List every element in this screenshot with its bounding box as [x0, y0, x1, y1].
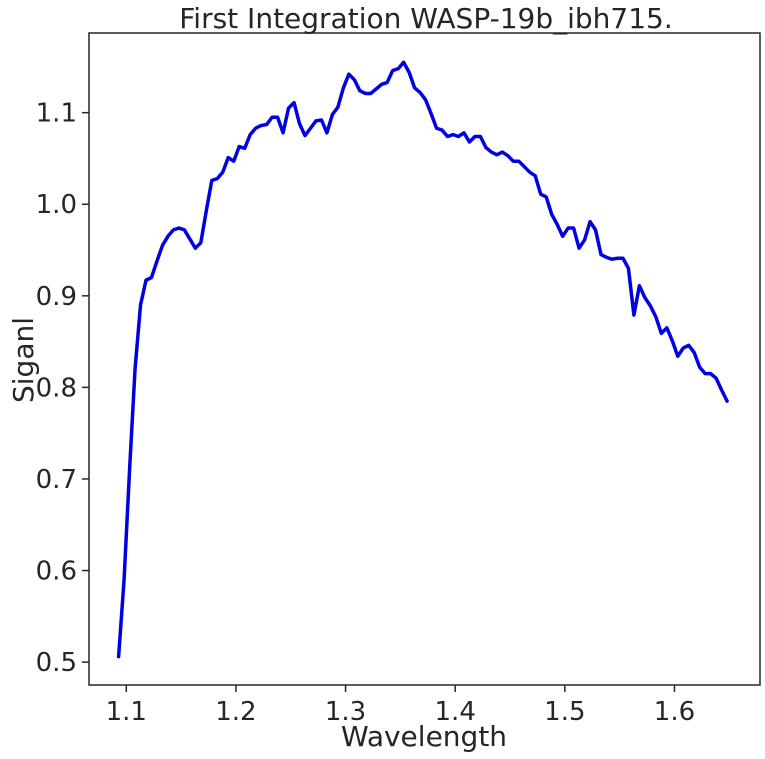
- x-tick-label: 1.2: [215, 697, 256, 727]
- chart-title: First Integration WASP-19b_ibh715.: [179, 2, 673, 35]
- plot-area: [116, 60, 729, 659]
- y-tick-label: 1.0: [36, 190, 77, 220]
- x-axis-label: Wavelength: [341, 720, 507, 753]
- y-tick-label: 0.5: [36, 648, 77, 678]
- x-tick-label: 1.6: [654, 697, 695, 727]
- y-tick-label: 0.8: [36, 373, 77, 403]
- x-tick-label: 1.1: [106, 697, 147, 727]
- y-axis-label: Siganl: [7, 317, 40, 403]
- x-tick-label: 1.5: [544, 697, 585, 727]
- x-tick-label: 1.4: [435, 697, 476, 727]
- y-tick-label: 0.7: [36, 465, 77, 495]
- plot-frame: [88, 32, 761, 686]
- series-line-0: [116, 60, 729, 659]
- y-tick-label: 0.9: [36, 282, 77, 312]
- y-tick-label: 1.1: [36, 99, 77, 129]
- x-tick-label: 1.3: [325, 697, 366, 727]
- y-axis: 0.5 0.6 0.7 0.8 0.9 1.0 1.1: [36, 99, 89, 678]
- x-axis: 1.1 1.2 1.3 1.4 1.5 1.6: [106, 685, 695, 727]
- y-tick-label: 0.6: [36, 557, 77, 587]
